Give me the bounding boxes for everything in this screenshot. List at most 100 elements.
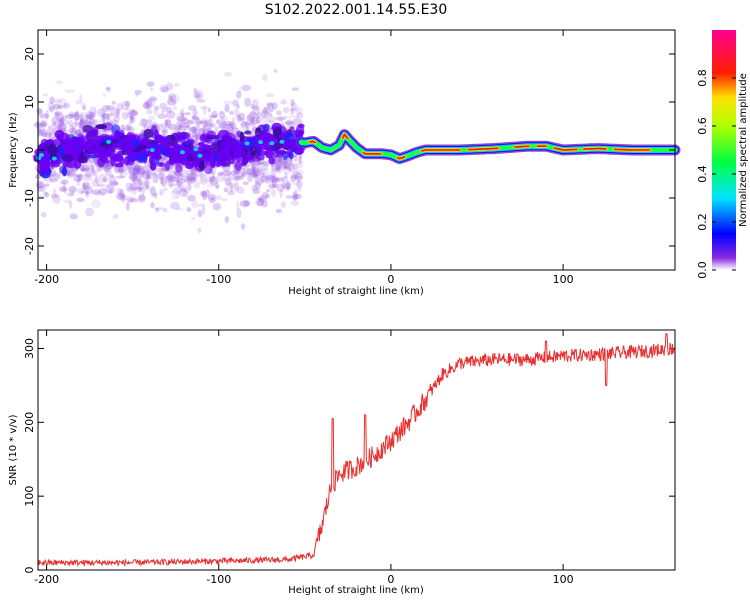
- spectrogram-ridge-peak: [341, 133, 349, 140]
- spectrogram-core-blob: [286, 147, 292, 158]
- spectrogram-noise-blob: [82, 182, 88, 190]
- spectrogram-noise-blob: [196, 98, 206, 103]
- spectrogram-noise-blob: [127, 166, 137, 176]
- spectrogram-noise-blob: [126, 112, 133, 118]
- spectrogram-noise-blob: [249, 111, 257, 115]
- spectrogram-noise-blob: [69, 213, 78, 220]
- spectrogram-core-blob: [258, 132, 268, 137]
- spectrogram-noise-blob: [44, 183, 50, 188]
- spectrogram-noise-blob: [186, 173, 197, 181]
- spectrogram-core-blob: [217, 129, 230, 140]
- spectrogram-noise-blob: [281, 98, 286, 105]
- spectrogram-noise-blob: [272, 183, 278, 189]
- spectrogram-noise-blob: [211, 171, 215, 179]
- spectrogram-noise-blob: [170, 94, 180, 104]
- spectrogram-noise-blob: [173, 82, 180, 88]
- spectrogram-noise-blob: [256, 197, 265, 207]
- spectrogram-hot-blob: [244, 141, 250, 146]
- spectrogram-noise-blob: [276, 157, 285, 168]
- spectrogram-noise-blob: [37, 108, 43, 118]
- spectrogram-core-blob: [161, 150, 170, 156]
- spectrogram-noise-blob: [86, 114, 90, 124]
- spectrogram-noise-blob: [275, 116, 285, 121]
- spectrogram-noise-blob: [125, 201, 130, 211]
- spectrogram-noise-blob: [58, 186, 65, 193]
- spectrogram-noise-blob: [162, 129, 166, 134]
- spectrogram-noise-blob: [297, 160, 304, 169]
- spectrogram-core-blob: [91, 127, 99, 135]
- snr-y-tick-label: 300: [23, 338, 36, 359]
- spectrogram-core-blob: [165, 160, 170, 172]
- spectrogram-noise-blob: [242, 168, 253, 175]
- spectrogram-hot-blob: [51, 156, 57, 161]
- spectrogram-noise-blob: [193, 116, 200, 121]
- spectrogram-noise-blob: [105, 86, 112, 94]
- spectrogram-noise-blob: [175, 112, 185, 123]
- snr-series-line: [37, 333, 676, 568]
- spectrogram-core-blob: [118, 130, 125, 137]
- spectrogram-noise-blob: [221, 197, 228, 202]
- spectrogram-noise-blob: [130, 110, 139, 117]
- spectrogram-noise-blob: [133, 164, 142, 173]
- spectrogram-noise-blob: [200, 117, 211, 128]
- spectrogram-noise-blob: [289, 158, 294, 168]
- spectrogram-noise-blob: [174, 128, 183, 132]
- spectrogram-noise-blob: [172, 176, 181, 183]
- spectrogram-core-blob: [262, 123, 270, 132]
- spectrogram-noise-blob: [244, 97, 251, 107]
- spectrogram-noise-blob: [156, 167, 164, 173]
- spectrogram-noise-blob: [259, 168, 264, 179]
- spectrogram-noise-blob: [101, 113, 109, 119]
- spectrogram-noise-blob: [221, 125, 226, 130]
- spectrogram-noise-blob: [116, 187, 122, 195]
- spectrogram-core-blob: [95, 135, 103, 143]
- spectrogram-noise-blob: [220, 111, 224, 115]
- spectrogram-noise-blob: [199, 120, 210, 124]
- spectrogram-noise-blob: [85, 191, 90, 199]
- spectrogram-noise-blob: [96, 166, 103, 172]
- spectrogram-noise-blob: [105, 115, 110, 120]
- spectrogram-noise-blob: [52, 188, 57, 195]
- spectrogram-noise-blob: [296, 179, 303, 190]
- spectrogram-noise-blob: [63, 102, 67, 110]
- spectrogram-noise-blob: [167, 93, 177, 102]
- spectrogram-ridge-peak: [467, 147, 499, 151]
- spectrogram-noise-blob: [240, 121, 248, 128]
- spectrogram-noise-blob: [140, 170, 146, 176]
- spectrogram-noise-blob: [138, 175, 143, 181]
- spectrogram-noise-blob: [40, 119, 48, 127]
- spectrogram-noise-blob: [227, 189, 235, 196]
- spectrogram-noise-blob: [49, 178, 59, 183]
- spectrogram-noise-blob: [53, 111, 63, 116]
- spectrogram-noise-blob: [258, 195, 268, 203]
- spectrogram-noise-blob: [240, 223, 246, 230]
- spectrogram-noise-blob: [290, 173, 297, 182]
- spectrogram-noise-blob: [288, 114, 292, 120]
- spectrogram-noise-blob: [139, 118, 148, 128]
- spectrogram-noise-blob: [79, 163, 89, 172]
- spectrogram-noise-blob: [232, 99, 239, 107]
- spectrogram-core-blob: [156, 162, 166, 168]
- snr-y-tick-label: 200: [23, 412, 36, 433]
- spectrogram-noise-blob: [276, 165, 282, 175]
- spectrogram-noise-blob: [129, 172, 139, 182]
- spectrogram-noise-blob: [150, 87, 154, 92]
- spectrogram-noise-blob: [80, 164, 90, 173]
- spectrogram-noise-blob: [150, 202, 155, 209]
- spectrogram-noise-blob: [114, 194, 124, 198]
- spectrogram-noise-blob: [188, 176, 199, 183]
- spectrogram-noise-blob: [159, 123, 170, 128]
- spectrogram-noise-blob: [286, 185, 291, 192]
- spectrogram-core-blob: [206, 130, 217, 138]
- spectrogram-noise-blob: [138, 194, 146, 203]
- spectrogram-noise-blob: [211, 110, 218, 119]
- spectrogram-noise-blob: [271, 163, 281, 173]
- spectrogram-noise-blob: [76, 179, 81, 187]
- spectrogram-noise-blob: [129, 116, 137, 124]
- spectrogram-noise-blob: [97, 108, 106, 118]
- spectrogram-noise-blob: [223, 187, 229, 193]
- spectrogram-noise-blob: [113, 115, 121, 123]
- spectrogram-noise-blob: [85, 110, 93, 120]
- spectrogram-noise-blob: [283, 161, 290, 170]
- spectrogram-noise-blob: [199, 170, 205, 180]
